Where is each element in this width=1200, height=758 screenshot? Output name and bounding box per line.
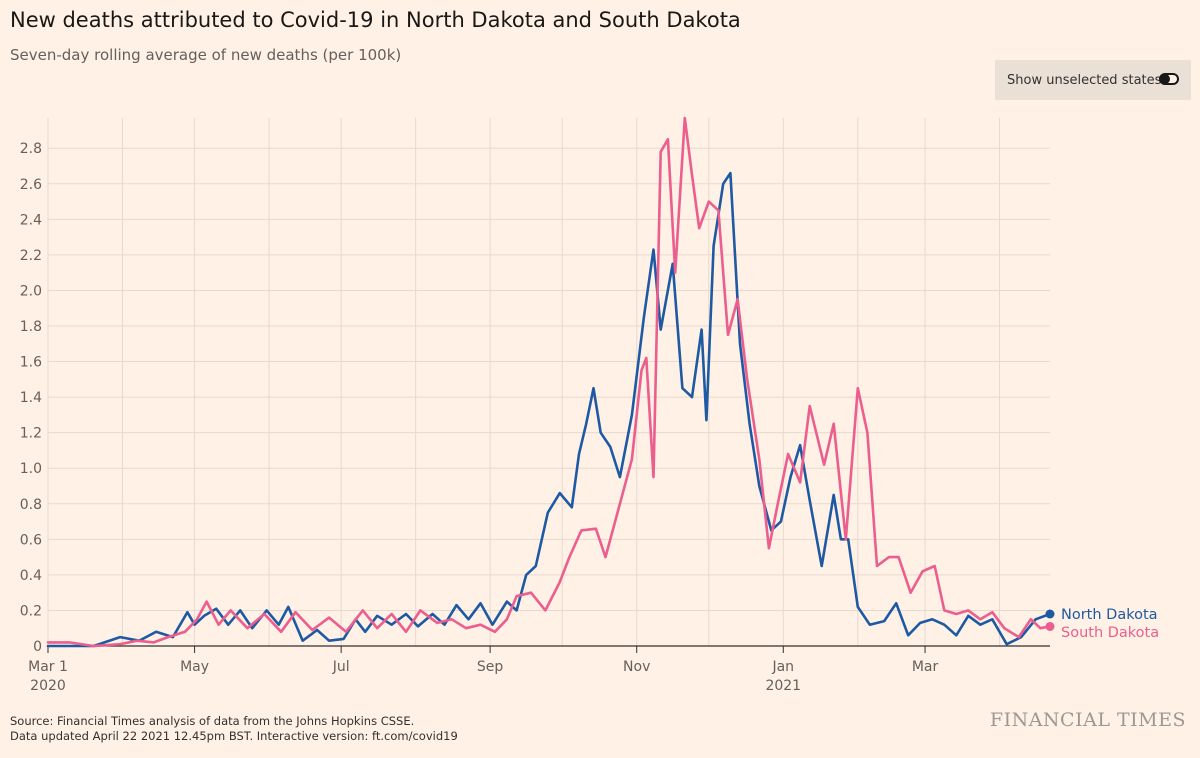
chart-subtitle: Seven-day rolling average of new deaths …	[10, 46, 402, 64]
x-tick-label: Nov	[623, 659, 650, 675]
series-label-south-dakota: South Dakota	[1061, 625, 1159, 641]
y-tick-label: 1.2	[20, 426, 42, 442]
toggle-knob	[1160, 74, 1170, 84]
x-tick-label: Jan	[771, 659, 794, 675]
x-tick-sublabel: 2021	[765, 678, 801, 694]
y-tick-label: 2.2	[20, 248, 42, 264]
x-tick-label: Mar	[912, 659, 939, 675]
y-tick-label: 0.8	[20, 497, 42, 513]
series-line-north-dakota	[46, 171, 1052, 648]
y-tick-label: 0.6	[20, 532, 42, 548]
y-tick-label: 1.0	[20, 461, 42, 477]
series-labels: North Dakota South Dakota	[1045, 607, 1159, 641]
series-lines	[46, 116, 1052, 648]
x-tick-label: May	[180, 659, 209, 675]
axes: 0 0.2 0.4 0.6 0.8 1.0 1.2 1.4 1.6 1.8 2.0 2.2 2.4 2.6…	[20, 141, 1050, 694]
toggle-switch-icon[interactable]	[1159, 73, 1179, 85]
y-tick-label: 2.0	[20, 283, 42, 299]
show-unselected-states-toggle[interactable]: Show unselected states	[995, 60, 1191, 100]
y-tick-label: 0	[33, 639, 42, 655]
financial-times-logo: FINANCIAL TIMES	[989, 709, 1186, 731]
y-tick-label: 1.4	[20, 390, 42, 406]
y-tick-label: 1.8	[20, 319, 42, 335]
x-tick-label: Jul	[332, 659, 350, 675]
y-tick-label: 2.6	[20, 177, 42, 193]
footer-source: Source: Financial Times analysis of data…	[10, 714, 458, 744]
x-tick-sublabel: 2020	[30, 678, 66, 694]
y-tick-label: 0.2	[20, 603, 42, 619]
updated-line: Data updated April 22 2021 12.45pm BST. …	[10, 729, 458, 743]
y-tick-label: 2.4	[20, 212, 42, 228]
source-line: Source: Financial Times analysis of data…	[10, 714, 415, 728]
x-tick-label: Mar 1	[28, 659, 68, 675]
x-tick-label: Sep	[477, 659, 504, 675]
toggle-label: Show unselected states	[1007, 72, 1162, 88]
series-label-north-dakota: North Dakota	[1061, 607, 1158, 623]
y-tick-label: 0.4	[20, 568, 42, 584]
chart-title: New deaths attributed to Covid-19 in Nor…	[10, 8, 741, 32]
series-line-south-dakota	[46, 116, 1052, 648]
series-end-dot-north-dakota	[1045, 609, 1055, 619]
y-tick-label: 1.6	[20, 355, 42, 371]
series-end-dot-south-dakota	[1045, 621, 1055, 631]
grid	[47, 118, 1050, 646]
y-tick-label: 2.8	[20, 141, 42, 157]
